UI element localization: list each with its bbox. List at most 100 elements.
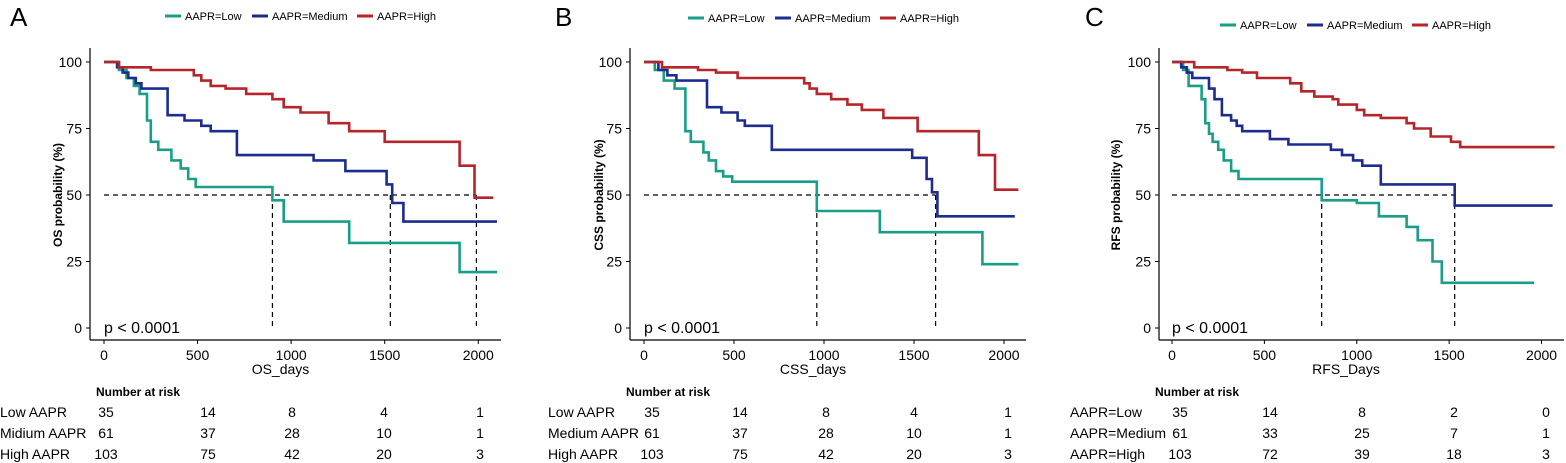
x-tick-label: 2000 xyxy=(463,347,494,363)
risk-row-label: AAPR=High xyxy=(1070,446,1145,462)
risk-value: 3 xyxy=(1004,446,1012,462)
p-value: p < 0.0001 xyxy=(1172,320,1248,337)
risk-value: 35 xyxy=(644,404,660,420)
km-curve-medium xyxy=(644,60,1015,218)
x-tick-label: 1500 xyxy=(1434,347,1465,363)
y-tick-label: 25 xyxy=(1135,254,1151,270)
risk-value: 14 xyxy=(200,404,216,420)
x-tick-label: 1000 xyxy=(276,347,307,363)
risk-value: 14 xyxy=(732,404,748,420)
legend-entry-low: AAPR=Low xyxy=(185,11,242,23)
km-curve-high xyxy=(1172,60,1555,149)
risk-table-title: Number at risk xyxy=(1155,385,1239,399)
legend-entry-medium: AAPR=Medium xyxy=(1327,20,1403,32)
risk-value: 1 xyxy=(1004,425,1012,441)
risk-value: 28 xyxy=(818,425,834,441)
risk-value: 61 xyxy=(1172,425,1188,441)
km-curve-high xyxy=(644,60,1019,191)
risk-table-title: Number at risk xyxy=(626,385,710,399)
p-value: p < 0.0001 xyxy=(104,320,180,337)
risk-row-label: Midium AAPR xyxy=(0,425,86,441)
risk-value: 25 xyxy=(1354,425,1370,441)
y-tick-label: 100 xyxy=(1128,54,1152,70)
risk-value: 37 xyxy=(200,425,216,441)
risk-value: 1 xyxy=(1004,404,1012,420)
risk-value: 20 xyxy=(376,446,392,462)
x-axis-label: RFS_Days xyxy=(1312,361,1380,377)
risk-value: 0 xyxy=(1542,404,1550,420)
risk-row-label: Low AAPR xyxy=(548,404,615,420)
risk-value: 3 xyxy=(1542,446,1550,462)
x-tick-label: 500 xyxy=(722,347,746,363)
x-tick-label: 500 xyxy=(186,347,210,363)
y-tick-label: 50 xyxy=(66,187,82,203)
risk-value: 1 xyxy=(476,404,484,420)
legend-entry-high: AAPR=High xyxy=(377,11,436,23)
panel-letter: C xyxy=(1085,2,1104,32)
risk-value: 33 xyxy=(1262,425,1278,441)
risk-row-label: Low AAPR xyxy=(0,404,67,420)
risk-value: 35 xyxy=(1172,404,1188,420)
risk-value: 10 xyxy=(376,425,392,441)
risk-value: 18 xyxy=(1446,446,1462,462)
risk-row-label: Medium AAPR xyxy=(548,425,639,441)
risk-value: 8 xyxy=(1358,404,1366,420)
panel-letter: A xyxy=(10,2,28,32)
x-tick-label: 500 xyxy=(1253,347,1277,363)
legend-entry-low: AAPR=Low xyxy=(1240,20,1297,32)
panel-letter: B xyxy=(555,2,572,32)
y-axis-label: OS probability (%) xyxy=(51,143,65,247)
risk-value: 4 xyxy=(910,404,918,420)
y-tick-label: 50 xyxy=(1135,187,1151,203)
risk-value: 75 xyxy=(200,446,216,462)
risk-value: 37 xyxy=(732,425,748,441)
x-tick-label: 2000 xyxy=(988,347,1019,363)
x-tick-label: 1000 xyxy=(1341,347,1372,363)
risk-value: 8 xyxy=(822,404,830,420)
y-tick-label: 25 xyxy=(606,254,622,270)
x-tick-label: 0 xyxy=(1168,347,1176,363)
risk-value: 1 xyxy=(1542,425,1550,441)
y-tick-label: 75 xyxy=(606,121,622,137)
x-axis-label: OS_days xyxy=(252,361,310,377)
km-curve-low xyxy=(644,60,1019,266)
y-tick-label: 0 xyxy=(74,320,82,336)
p-value: p < 0.0001 xyxy=(644,320,720,337)
y-tick-label: 25 xyxy=(66,254,82,270)
risk-row-label: AAPR=Low xyxy=(1070,404,1143,420)
y-tick-label: 0 xyxy=(1143,320,1151,336)
x-tick-label: 1500 xyxy=(369,347,400,363)
legend-entry-medium: AAPR=Medium xyxy=(272,11,348,23)
risk-value: 8 xyxy=(288,404,296,420)
risk-value: 7 xyxy=(1450,425,1458,441)
risk-value: 42 xyxy=(284,446,300,462)
km-curve-low xyxy=(104,60,497,274)
risk-value: 20 xyxy=(906,446,922,462)
x-tick-label: 1500 xyxy=(898,347,929,363)
x-tick-label: 2000 xyxy=(1526,347,1557,363)
y-tick-label: 75 xyxy=(66,121,82,137)
legend-entry-high: AAPR=High xyxy=(900,13,959,25)
risk-value: 61 xyxy=(644,425,660,441)
x-tick-label: 0 xyxy=(100,347,108,363)
y-tick-label: 100 xyxy=(59,54,83,70)
y-axis-label: RFS probability (%) xyxy=(1109,140,1123,251)
x-tick-label: 1000 xyxy=(808,347,839,363)
legend-entry-low: AAPR=Low xyxy=(708,13,765,25)
risk-value: 4 xyxy=(380,404,388,420)
risk-row-label: AAPR=Medium xyxy=(1070,425,1166,441)
risk-row-label: High AAPR xyxy=(548,446,618,462)
risk-table-title: Number at risk xyxy=(96,385,180,399)
km-curve-low xyxy=(1172,60,1535,285)
risk-value: 3 xyxy=(476,446,484,462)
risk-row-label: High AAPR xyxy=(0,446,70,462)
y-tick-label: 100 xyxy=(599,54,623,70)
legend-entry-medium: AAPR=Medium xyxy=(795,13,871,25)
km-curve-medium xyxy=(1172,60,1553,207)
risk-value: 2 xyxy=(1450,404,1458,420)
risk-value: 103 xyxy=(640,446,664,462)
x-tick-label: 0 xyxy=(640,347,648,363)
panel-b: B AAPR=Low AAPR=Medium AAPR=High02550751000… xyxy=(548,2,1026,462)
risk-value: 28 xyxy=(284,425,300,441)
